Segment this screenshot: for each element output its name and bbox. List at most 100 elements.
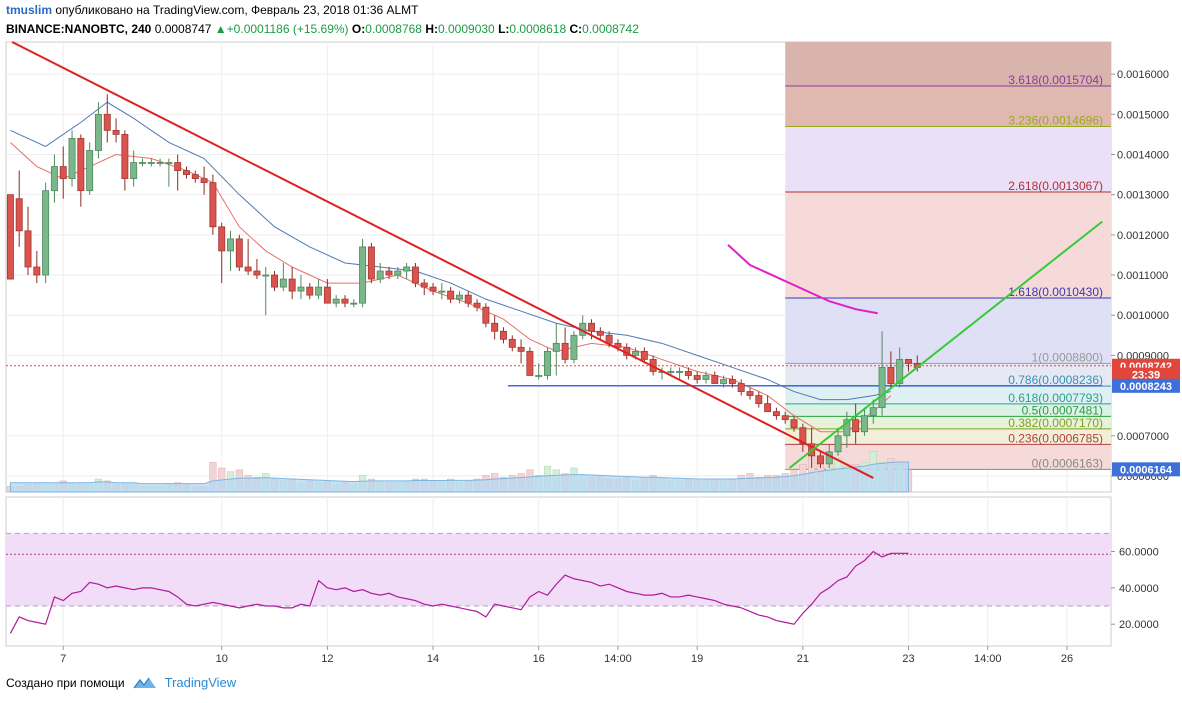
tradingview-brand-link[interactable]: TradingView (164, 675, 237, 690)
fib-band (785, 42, 1111, 87)
candle-body (262, 274, 270, 277)
publish-info: tmuslim опубликовано на TradingView.com,… (6, 3, 419, 17)
candle (711, 371, 719, 384)
candle-body (86, 150, 94, 192)
candle (376, 262, 384, 284)
candle-body (376, 270, 384, 280)
candle (411, 262, 419, 288)
fib-level-label: 3.236(0.0014696) (1008, 114, 1103, 128)
candle-body (359, 246, 367, 304)
candle-body (711, 375, 719, 384)
candle-body (596, 330, 604, 336)
candle (103, 94, 111, 143)
fib-level-label: 0.382(0.0007170) (1008, 416, 1103, 430)
fib-level-label: 0.786(0.0008236) (1008, 373, 1103, 387)
candle-body (394, 270, 402, 276)
author-link[interactable]: tmuslim (6, 3, 53, 17)
fib-level-label: 0.5(0.0007481) (1022, 403, 1103, 417)
fib-band (785, 86, 1111, 127)
candle (834, 427, 842, 456)
candle-body (191, 174, 199, 180)
candle (271, 271, 279, 292)
candle-body (878, 367, 886, 409)
candle-body (103, 113, 111, 131)
candle (279, 262, 287, 292)
candle (147, 158, 155, 167)
downtrend-line (11, 41, 874, 479)
candle (367, 242, 375, 284)
candle (447, 287, 455, 304)
candle (227, 230, 235, 272)
candle (288, 267, 296, 300)
candle-body (420, 282, 428, 288)
candle-body (288, 278, 296, 292)
candle (332, 295, 340, 308)
candle (6, 194, 14, 280)
rsi-band (6, 533, 1111, 607)
candle (165, 158, 173, 187)
fib-band (785, 386, 1111, 404)
time-tick-label: 7 (60, 653, 66, 665)
rsi-line (9, 550, 909, 634)
candle-body (746, 391, 754, 396)
candle-body (588, 322, 595, 332)
candle-body (6, 194, 14, 280)
candle-body (799, 427, 807, 445)
candle (121, 130, 129, 191)
candle (50, 154, 58, 203)
candle-body (517, 346, 525, 352)
candle (702, 371, 710, 384)
candle (790, 415, 798, 432)
candle (693, 371, 701, 384)
candle (33, 250, 41, 284)
candle (253, 258, 261, 280)
candle (306, 283, 314, 300)
price-tick-label: 0.0016000 (1117, 69, 1169, 81)
candle (843, 411, 851, 448)
candle (860, 407, 868, 436)
candle (816, 451, 824, 468)
tradingview-logo-icon[interactable] (133, 676, 157, 690)
time-tick-label: 21 (797, 653, 809, 665)
low-value: 0.0008618 (509, 22, 567, 36)
candle-body (315, 286, 323, 296)
fib-level-label: 0(0.0006163) (1032, 456, 1103, 470)
candle (77, 134, 85, 207)
fib-band (785, 428, 1111, 445)
candle-body (482, 306, 490, 324)
magenta-ma-line (727, 244, 878, 315)
candle-body (209, 182, 217, 228)
candle-body (235, 238, 243, 268)
close-label: C: (569, 22, 583, 36)
symbol-label[interactable]: BINANCE:NANOBTC, 240 (6, 22, 152, 36)
candle-body (905, 359, 912, 364)
high-label: H: (425, 22, 438, 36)
candle (59, 146, 67, 199)
candle (737, 379, 745, 396)
candle-body (332, 298, 340, 304)
candle (68, 130, 76, 187)
candle (174, 154, 182, 191)
candle (130, 150, 138, 187)
candle-body (755, 395, 763, 405)
candle-body (473, 302, 481, 308)
candle-body (244, 266, 252, 272)
candle-body (403, 266, 411, 272)
candle-body (693, 375, 701, 380)
candle-body (15, 198, 23, 232)
candle-body (94, 113, 102, 151)
price-tick-label: 0.0010000 (1117, 310, 1169, 322)
price-tick-label: 0.0007000 (1117, 431, 1169, 443)
candle (341, 295, 349, 308)
candle (24, 206, 32, 276)
candle-body (544, 350, 551, 376)
candle-body (68, 138, 76, 180)
footer: Создано при помощи TradingView (6, 675, 236, 690)
last-price: 0.0008747 (154, 22, 212, 36)
time-tick-label: 14:00 (604, 653, 632, 665)
candle (191, 170, 199, 183)
candle-body (702, 375, 710, 380)
candle-body (200, 178, 208, 184)
candle-body (121, 134, 129, 180)
